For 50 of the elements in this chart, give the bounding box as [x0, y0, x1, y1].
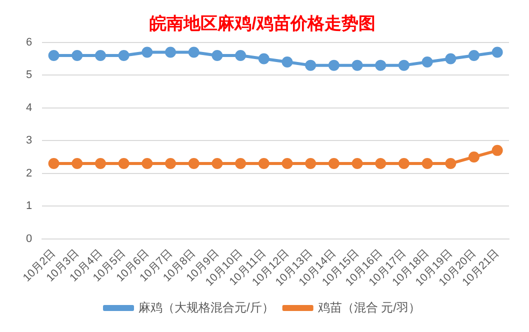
y-tick-label: 3 [26, 134, 32, 147]
point [445, 158, 456, 170]
point [72, 50, 83, 61]
point [328, 60, 340, 71]
point [258, 158, 270, 170]
point [235, 50, 246, 61]
point [282, 56, 293, 68]
point [328, 158, 340, 170]
point [48, 50, 60, 61]
point [212, 50, 223, 61]
point [165, 46, 176, 58]
point [188, 158, 200, 170]
y-tick-label: 1 [26, 200, 32, 212]
point [375, 158, 386, 170]
point [398, 60, 410, 71]
point [398, 158, 410, 170]
point [375, 60, 386, 71]
point [212, 158, 223, 170]
point [118, 50, 130, 61]
point [94, 158, 106, 170]
point [258, 53, 270, 64]
point [142, 158, 153, 170]
point [352, 158, 363, 170]
point [422, 56, 433, 68]
y-tick-label: 6 [26, 36, 32, 48]
y-tick-label: 4 [26, 102, 32, 114]
point [142, 46, 153, 58]
point [305, 158, 316, 170]
point [188, 46, 200, 58]
point [235, 158, 246, 170]
point [94, 50, 106, 61]
point [165, 158, 176, 170]
point [305, 60, 316, 71]
point [422, 158, 433, 170]
point [492, 46, 503, 58]
y-tick-label: 0 [26, 232, 32, 245]
point [282, 158, 293, 170]
point [468, 50, 480, 61]
point [72, 158, 83, 170]
point [48, 158, 60, 170]
chart-title: 皖南地区麻鸡/鸡苗价格走势图 [150, 14, 376, 33]
point [445, 53, 456, 64]
legend-label: 麻鸡（大规格混合元/斤） [138, 300, 274, 314]
point [492, 144, 503, 156]
y-tick-label: 5 [26, 69, 32, 82]
y-tick-label: 2 [26, 167, 32, 180]
point [468, 151, 480, 162]
legend-label: 鸡苗（混合 元/羽） [316, 300, 421, 314]
point [352, 60, 363, 71]
point [118, 158, 130, 170]
